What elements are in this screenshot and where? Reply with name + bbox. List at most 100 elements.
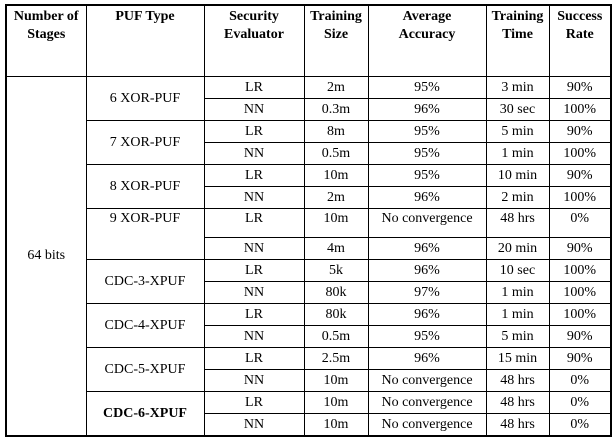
table-body: 64 bits 6 XOR-PUF LR 2m 95% 3 min 90% NN 0.3m 96%… bbox=[5, 76, 612, 437]
success-rate-cell: 0% bbox=[548, 391, 612, 414]
evaluator-cell: NN bbox=[203, 281, 305, 304]
table-row: NN 0.5m 95% 1 min 100% bbox=[6, 142, 612, 165]
avg-accuracy-cell: No convergence bbox=[367, 208, 487, 238]
evaluator-cell: LR bbox=[203, 347, 305, 370]
puf-attack-results-table: Number of Stages PUF Type Security Evalu… bbox=[5, 4, 612, 437]
evaluator-cell: LR bbox=[203, 164, 305, 187]
success-rate-cell: 0% bbox=[548, 208, 612, 238]
avg-accuracy-cell: 97% bbox=[367, 281, 487, 304]
puf-type-cell: 9 XOR-PUF bbox=[85, 208, 205, 260]
training-time-cell: 48 hrs bbox=[485, 413, 550, 437]
avg-accuracy-cell: 96% bbox=[367, 98, 487, 121]
training-time-cell: 48 hrs bbox=[485, 208, 550, 238]
training-size-cell: 0.5m bbox=[303, 142, 369, 165]
evaluator-cell: LR bbox=[203, 303, 305, 326]
avg-accuracy-cell: No convergence bbox=[367, 413, 487, 437]
puf-type-cell: CDC-4-XPUF bbox=[85, 303, 205, 348]
header-puf-type: PUF Type bbox=[85, 4, 205, 77]
success-rate-cell: 0% bbox=[548, 413, 612, 437]
evaluator-cell: NN bbox=[203, 142, 305, 165]
stages-cell: 64 bits bbox=[5, 76, 87, 437]
training-size-cell: 0.5m bbox=[303, 325, 369, 348]
success-rate-cell: 100% bbox=[548, 142, 612, 165]
header-average-accuracy: Average Accuracy bbox=[367, 4, 487, 77]
header-training-size: Training Size bbox=[303, 4, 369, 77]
training-time-cell: 48 hrs bbox=[485, 391, 550, 414]
evaluator-cell: LR bbox=[203, 120, 305, 143]
success-rate-cell: 100% bbox=[548, 281, 612, 304]
puf-type-cell: CDC-3-XPUF bbox=[85, 259, 205, 304]
puf-type-cell: 6 XOR-PUF bbox=[85, 76, 205, 121]
training-size-cell: 4m bbox=[303, 237, 369, 260]
evaluator-cell: NN bbox=[203, 325, 305, 348]
success-rate-cell: 100% bbox=[548, 98, 612, 121]
header-row: Number of Stages PUF Type Security Evalu… bbox=[5, 4, 612, 77]
avg-accuracy-cell: 95% bbox=[367, 325, 487, 348]
evaluator-cell: LR bbox=[203, 76, 305, 99]
evaluator-cell: LR bbox=[203, 259, 305, 282]
header-success-rate: Success Rate bbox=[548, 4, 612, 77]
header-number-of-stages: Number of Stages bbox=[5, 4, 87, 77]
table-row: 8 XOR-PUF LR 10m 95% 10 min 90% bbox=[6, 164, 612, 209]
success-rate-cell: 90% bbox=[548, 164, 612, 187]
training-size-cell: 80k bbox=[303, 303, 369, 326]
training-size-cell: 2m bbox=[303, 76, 369, 99]
training-time-cell: 1 min bbox=[485, 303, 550, 326]
success-rate-cell: 90% bbox=[548, 347, 612, 370]
header-training-time: Training Time bbox=[485, 4, 550, 77]
avg-accuracy-cell: No convergence bbox=[367, 391, 487, 414]
training-time-cell: 3 min bbox=[485, 76, 550, 99]
evaluator-cell: LR bbox=[203, 391, 305, 414]
avg-accuracy-cell: No convergence bbox=[367, 369, 487, 392]
success-rate-cell: 90% bbox=[548, 76, 612, 99]
avg-accuracy-cell: 96% bbox=[367, 347, 487, 370]
table-row: NN 80k 97% 1 min 100% bbox=[6, 281, 612, 304]
table-row: CDC-6-XPUF LR 10m No convergence 48 hrs 0% bbox=[6, 391, 612, 437]
training-size-cell: 10m bbox=[303, 413, 369, 437]
training-time-cell: 48 hrs bbox=[485, 369, 550, 392]
training-size-cell: 2m bbox=[303, 186, 369, 209]
evaluator-cell: LR bbox=[203, 208, 305, 238]
avg-accuracy-cell: 95% bbox=[367, 76, 487, 99]
training-time-cell: 2 min bbox=[485, 186, 550, 209]
table-row: NN 2m 96% 2 min 100% bbox=[6, 186, 612, 209]
success-rate-cell: 90% bbox=[548, 237, 612, 260]
training-size-cell: 10m bbox=[303, 369, 369, 392]
evaluator-cell: NN bbox=[203, 98, 305, 121]
table-row: 9 XOR-PUF LR 10m No convergence 48 hrs 0% bbox=[6, 208, 612, 260]
table-row: NN 4m 96% 20 min 90% bbox=[6, 237, 612, 260]
table-row: NN 0.5m 95% 5 min 90% bbox=[6, 325, 612, 348]
training-size-cell: 8m bbox=[303, 120, 369, 143]
table-row: 64 bits 6 XOR-PUF LR 2m 95% 3 min 90% bbox=[5, 76, 612, 437]
evaluator-cell: NN bbox=[203, 186, 305, 209]
evaluator-cell: NN bbox=[203, 237, 305, 260]
puf-type-cell: 7 XOR-PUF bbox=[85, 120, 205, 165]
evaluator-cell: NN bbox=[203, 369, 305, 392]
avg-accuracy-cell: 96% bbox=[367, 186, 487, 209]
table-row: NN 10m No convergence 48 hrs 0% bbox=[6, 413, 612, 437]
training-size-cell: 10m bbox=[303, 391, 369, 414]
training-size-cell: 80k bbox=[303, 281, 369, 304]
training-time-cell: 1 min bbox=[485, 281, 550, 304]
table-row: CDC-5-XPUF LR 2.5m 96% 15 min 90% bbox=[6, 347, 612, 392]
training-size-cell: 0.3m bbox=[303, 98, 369, 121]
puf-type-cell: 8 XOR-PUF bbox=[85, 164, 205, 209]
header-security-evaluator: Security Evaluator bbox=[203, 4, 305, 77]
avg-accuracy-cell: 96% bbox=[367, 303, 487, 326]
avg-accuracy-cell: 95% bbox=[367, 142, 487, 165]
training-time-cell: 5 min bbox=[485, 120, 550, 143]
table-row: CDC-4-XPUF LR 80k 96% 1 min 100% bbox=[6, 303, 612, 348]
training-size-cell: 5k bbox=[303, 259, 369, 282]
training-size-cell: 10m bbox=[303, 164, 369, 187]
success-rate-cell: 90% bbox=[548, 120, 612, 143]
training-time-cell: 5 min bbox=[485, 325, 550, 348]
evaluator-cell: NN bbox=[203, 413, 305, 437]
training-size-cell: 10m bbox=[303, 208, 369, 238]
success-rate-cell: 100% bbox=[548, 303, 612, 326]
table-row: CDC-3-XPUF LR 5k 96% 10 sec 100% bbox=[6, 259, 612, 304]
success-rate-cell: 100% bbox=[548, 259, 612, 282]
success-rate-cell: 100% bbox=[548, 186, 612, 209]
training-size-cell: 2.5m bbox=[303, 347, 369, 370]
avg-accuracy-cell: 95% bbox=[367, 164, 487, 187]
